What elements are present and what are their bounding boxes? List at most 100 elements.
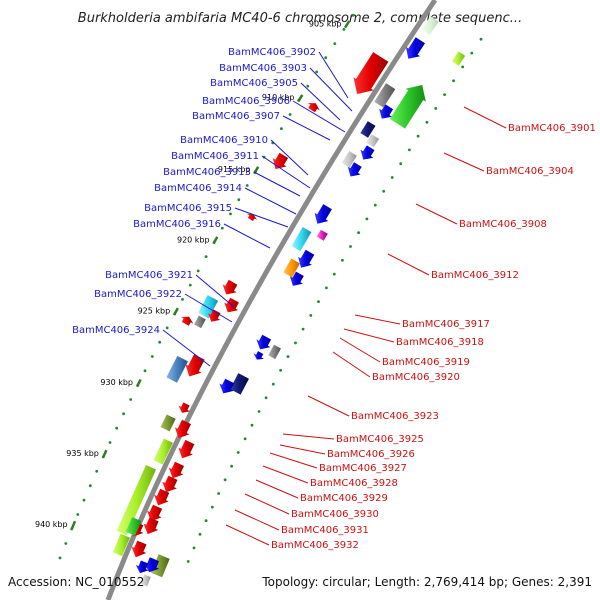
gene-label-right[interactable]: BamMC406_3929 (300, 493, 388, 504)
gene-label-right[interactable]: BamMC406_3928 (310, 478, 398, 489)
gene-label-right[interactable]: BamMC406_3930 (291, 509, 379, 520)
gene-label-right[interactable]: BamMC406_3917 (402, 319, 490, 330)
gene-label-right[interactable]: BamMC406_3923 (351, 411, 439, 422)
scale-dot (425, 120, 429, 124)
gene-feature (307, 103, 320, 113)
scale-dot (279, 368, 282, 372)
leader-line (387, 253, 430, 276)
gene-feature (316, 229, 328, 241)
scale-dot (129, 398, 133, 401)
scale-dot (165, 326, 169, 330)
gene-label-left[interactable]: BamMC406_3905 (210, 78, 298, 89)
gene-feature (166, 355, 188, 383)
leader-line (255, 479, 299, 499)
gene-feature (194, 315, 206, 329)
gene-label-left[interactable]: BamMC406_3916 (133, 219, 221, 230)
gene-label-right[interactable]: BamMC406_3912 (431, 270, 519, 281)
gene-label-right[interactable]: BamMC406_3932 (271, 540, 359, 551)
gene-feature (405, 37, 425, 59)
scale-dot (390, 176, 394, 179)
gene-feature (389, 85, 426, 129)
scale-dot (217, 492, 221, 495)
leader-line (195, 274, 235, 308)
gene-label-right[interactable]: BamMC406_3901 (508, 123, 596, 134)
gene-feature (272, 152, 289, 170)
scale-dot (349, 245, 352, 248)
scale-dot (280, 127, 283, 131)
gene-label-right[interactable]: BamMC406_3925 (336, 434, 424, 445)
gene-label-left[interactable]: BamMC406_3924 (72, 325, 160, 336)
leader-line (261, 155, 311, 189)
scale-tick-label: 930 kbp (100, 378, 133, 387)
gene-feature (253, 351, 264, 360)
gene-feature (143, 517, 159, 535)
gene-label-right[interactable]: BamMC406_3904 (486, 166, 574, 177)
gene-label-left[interactable]: BamMC406_3921 (105, 270, 193, 281)
scale-dot (288, 113, 292, 116)
scale-dot (245, 184, 249, 187)
gene-label-right[interactable]: BamMC406_3927 (319, 463, 407, 474)
scale-dot (108, 441, 112, 444)
gene-label-left[interactable]: BamMC406_3922 (94, 289, 182, 300)
scale-dot (324, 56, 328, 60)
scale-dot (309, 314, 313, 317)
leader-line (270, 139, 309, 176)
gene-feature (230, 373, 249, 395)
gene-feature (154, 488, 170, 506)
scale-dot (341, 258, 344, 262)
scale-dot (399, 162, 403, 166)
gene-feature (151, 554, 170, 578)
leader-line (279, 444, 326, 455)
gene-label-right[interactable]: BamMC406_3918 (396, 337, 484, 348)
gene-label-left[interactable]: BamMC406_3914 (154, 183, 242, 194)
scale-dot (150, 355, 154, 358)
gene-label-right[interactable]: BamMC406_3919 (382, 357, 470, 368)
scale-dot (286, 355, 290, 358)
gene-label-left[interactable]: BamMC406_3910 (180, 135, 268, 146)
gene-label-left[interactable]: BamMC406_3903 (219, 63, 307, 74)
scale-dot (257, 410, 261, 413)
gene-feature (246, 213, 258, 221)
scale-dot (416, 134, 420, 138)
scale-dot (229, 212, 232, 216)
gene-label-right[interactable]: BamMC406_3920 (372, 372, 460, 383)
leader-line (184, 293, 233, 323)
gene-feature (116, 465, 157, 536)
scale-dot (365, 217, 369, 221)
gene-feature (135, 560, 149, 574)
gene-feature (144, 557, 160, 573)
gene-feature (366, 134, 380, 148)
leader-lines (162, 51, 507, 546)
leader-line (269, 452, 318, 469)
gene-label-left[interactable]: BamMC406_3911 (171, 151, 259, 162)
gene-label-right[interactable]: BamMC406_3926 (327, 449, 415, 460)
gene-label-left[interactable]: BamMC406_3913 (163, 167, 251, 178)
gene-label-right[interactable]: BamMC406_3931 (281, 525, 369, 536)
gene-label-right[interactable]: BamMC406_3908 (459, 219, 547, 230)
leader-line (415, 203, 458, 225)
scale-dot (82, 498, 86, 502)
scale-tick-label: 910 kbp (262, 93, 295, 102)
gene-label-left[interactable]: BamMC406_3906 (202, 96, 290, 107)
scale-dot (64, 542, 68, 545)
leader-line (225, 524, 270, 546)
gene-feature (222, 279, 238, 295)
leader-line (282, 433, 335, 440)
leader-line (223, 223, 271, 249)
scale-dot (58, 556, 62, 560)
scale-dot (204, 519, 208, 523)
gene-label-left[interactable]: BamMC406_3915 (144, 203, 232, 214)
scale-dot (192, 546, 196, 550)
gene-feature (341, 151, 357, 168)
gene-feature (185, 354, 205, 377)
scale-dot (332, 272, 336, 276)
gene-feature (291, 227, 312, 252)
leader-line (332, 351, 371, 378)
gene-feature (168, 461, 184, 479)
gene-feature (347, 162, 362, 177)
scale-dot (115, 426, 119, 430)
gene-feature (162, 475, 178, 493)
gene-label-left[interactable]: BamMC406_3907 (192, 111, 280, 122)
leader-line (292, 100, 346, 133)
gene-label-left[interactable]: BamMC406_3902 (228, 47, 316, 58)
